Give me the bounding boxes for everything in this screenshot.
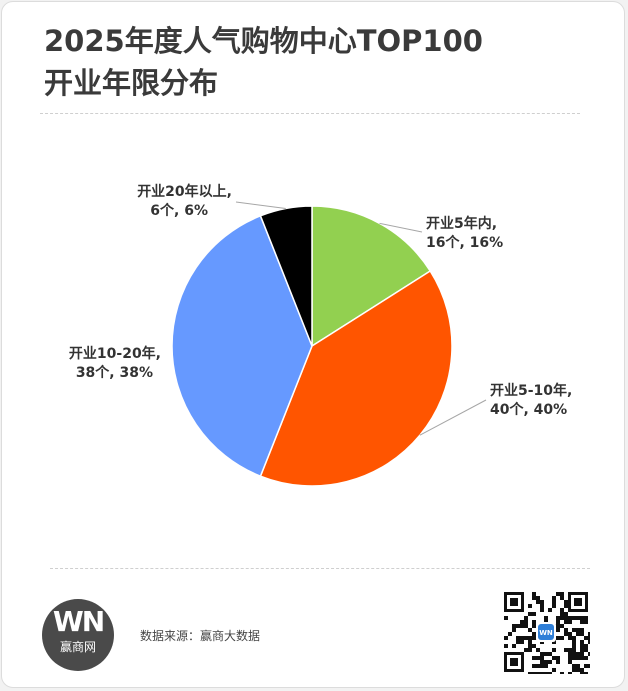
slice-label-2-line-1: 开业10-20年, [69, 345, 161, 362]
leader-line-3 [235, 201, 286, 209]
qr-code-icon: WN [502, 590, 590, 674]
qr-badge-text: WN [539, 629, 553, 637]
divider-top [40, 113, 580, 114]
slice-label-1-line-2: 40个, 40% [490, 401, 567, 418]
slice-label-0-line-2: 16个, 16% [426, 234, 503, 251]
chart-title: 2025年度人气购物中心TOP100 开业年限分布 [44, 20, 584, 104]
leader-lines [235, 201, 487, 436]
pie-slices [171, 205, 453, 487]
winshang-logo: WN 赢商网 [42, 599, 114, 671]
slice-label-0-line-1: 开业5年内, [426, 215, 497, 232]
data-source: 数据来源：赢商大数据 [140, 629, 261, 643]
slice-label-3-line-1: 开业20年以上, [137, 183, 232, 200]
logo-mark: WN [52, 605, 105, 638]
pie-chart: 开业5年内, 16个, 16% 开业5-10年, 40个, 40% 开业10-2… [69, 183, 572, 487]
pie-slice-0 [311, 205, 432, 348]
slice-label-1-line-1: 开业5-10年, [490, 382, 572, 399]
logo-name: 赢商网 [59, 640, 96, 654]
pie-slice-2 [171, 214, 313, 478]
title-line-2: 开业年限分布 [44, 66, 219, 100]
slice-label-2-line-2: 38个, 38% [76, 364, 153, 381]
title-line-1: 2025年度人气购物中心TOP100 [44, 24, 483, 58]
qr-badge-icon [538, 624, 554, 640]
leader-line-0 [379, 222, 423, 233]
pie-slice-3 [259, 205, 313, 347]
leader-line-1 [419, 399, 487, 436]
slice-label-3-line-2: 6个, 6% [150, 202, 208, 219]
divider-bottom [50, 568, 590, 569]
